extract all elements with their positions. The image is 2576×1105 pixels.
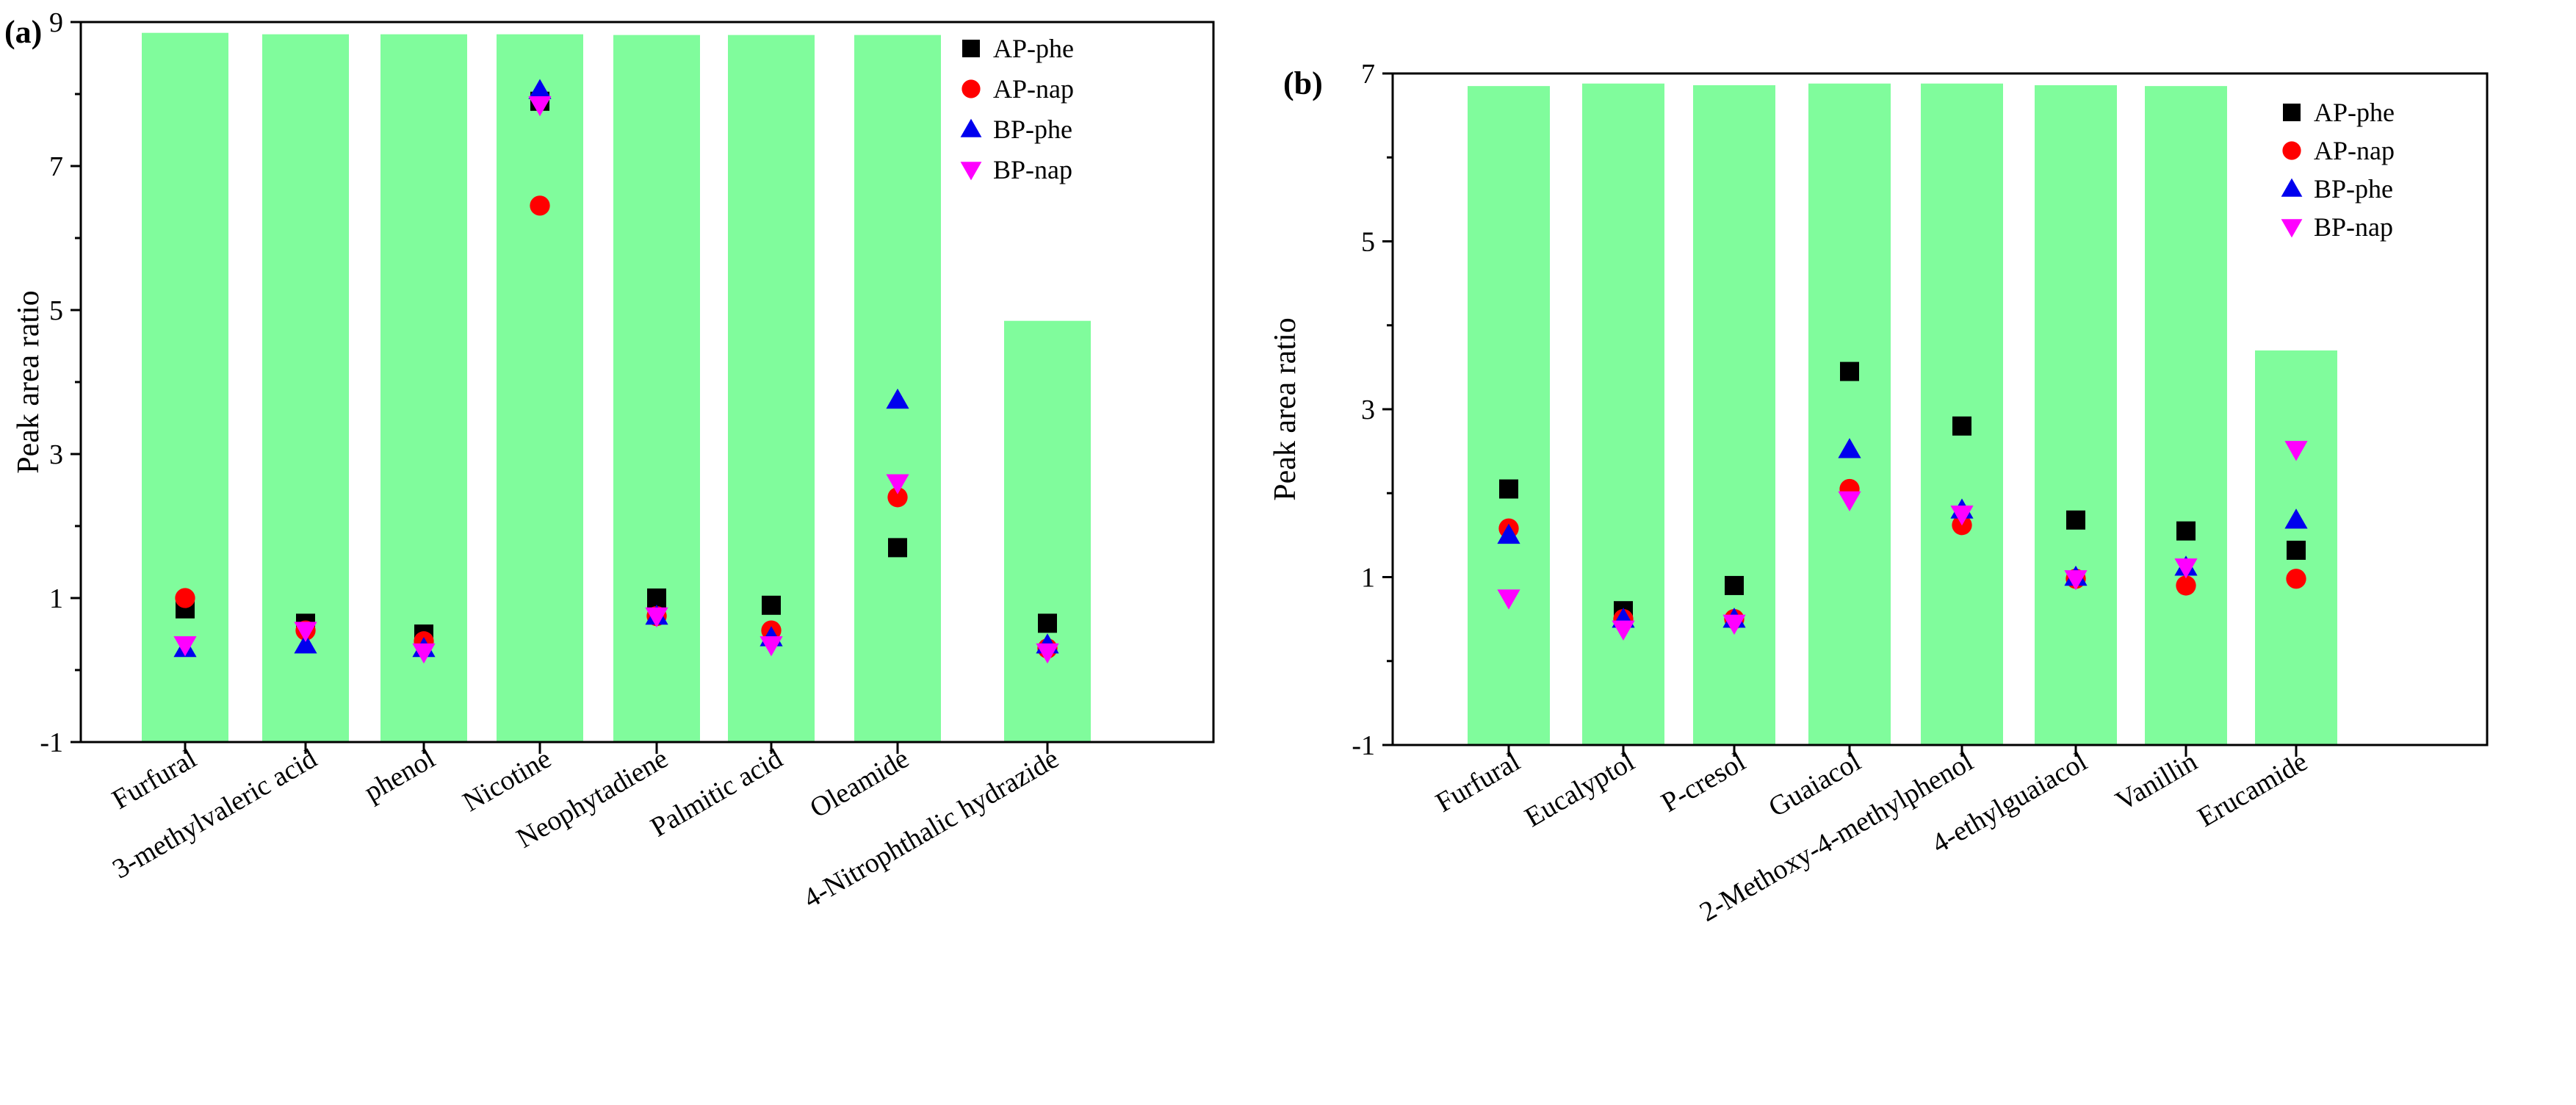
legend-label: AP-phe (2314, 98, 2395, 127)
marker-bp-phe (1838, 438, 1861, 458)
x-tick-label: Oleamide (805, 743, 914, 824)
marker-bp-nap (645, 607, 668, 628)
x-tick-label: Erucamide (2193, 746, 2313, 833)
bar-2-methoxy-4-methylphenol (1921, 83, 2003, 745)
marker-bp-nap (1722, 614, 1746, 635)
y-tick-label: 3 (1361, 395, 1375, 425)
legend: AP-phe AP-nap BP-phe BP-nap (960, 34, 1074, 184)
bar-guaiacol (1808, 83, 1891, 745)
x-tick-label: P-cresol (1656, 746, 1751, 818)
legend-label: BP-phe (2314, 174, 2393, 204)
bar-4-ethylguaiacol (2035, 84, 2117, 746)
marker-bp-phe (528, 79, 552, 99)
marker-bp-nap (2284, 441, 2308, 461)
marker-ap-phe (888, 538, 907, 558)
marker-ap-nap (2176, 575, 2196, 596)
y-tick-label: 9 (49, 7, 63, 38)
marker-bp-phe (1497, 523, 1520, 544)
panel-label: (b) (1283, 65, 1323, 101)
marker-bp-nap (1950, 505, 1974, 526)
marker-ap-phe (2066, 510, 2085, 530)
legend-marker-bp-phe (960, 118, 982, 137)
legend-marker-ap-nap (962, 79, 981, 98)
legend: AP-phe AP-nap BP-phe BP-nap (2281, 98, 2395, 242)
y-tick-label: 3 (49, 439, 63, 470)
bar-phenol (380, 34, 467, 743)
y-tick-label: 5 (49, 295, 63, 326)
marker-bp-phe (886, 388, 909, 409)
marker-ap-nap (530, 195, 550, 216)
y-tick-label: 7 (49, 151, 63, 182)
marker-ap-phe (647, 589, 666, 608)
marker-bp-nap (760, 636, 783, 657)
legend-marker-ap-nap (2282, 141, 2301, 160)
bar-oleamide (854, 35, 941, 742)
x-tick-label: phenol (359, 743, 441, 807)
panel-label: (a) (4, 14, 42, 50)
legend-label: BP-phe (993, 115, 1072, 144)
marker-ap-phe (1499, 479, 1518, 499)
marker-ap-phe (1038, 613, 1057, 633)
marker-ap-phe (1725, 575, 1744, 595)
marker-ap-nap (887, 487, 908, 508)
legend-marker-bp-phe (2281, 178, 2303, 197)
marker-ap-phe (2176, 521, 2196, 541)
x-tick-label: Furfural (1431, 746, 1526, 818)
marker-bp-nap (1612, 620, 1635, 641)
legend-label: BP-nap (2314, 212, 2393, 242)
marker-ap-phe (762, 595, 781, 615)
marker-ap-phe (1952, 416, 1971, 436)
x-tick-label: Vanillin (2110, 746, 2202, 817)
bar-nicotine (497, 34, 583, 743)
x-tick-label: 4-Nitrophthalic hydrazide (798, 743, 1064, 914)
legend-marker-bp-nap (960, 162, 982, 181)
marker-bp-nap (294, 622, 317, 642)
legend-label: BP-nap (993, 155, 1072, 184)
y-tick-label: -1 (1352, 730, 1375, 761)
marker-bp-nap (1838, 491, 1861, 511)
legend-label: AP-phe (993, 34, 1074, 63)
y-axis-title: Peak area ratio (1269, 317, 1302, 501)
marker-bp-nap (1036, 643, 1059, 664)
marker-bp-phe (2284, 508, 2308, 529)
marker-ap-phe (1840, 361, 1859, 381)
marker-ap-phe (2287, 540, 2306, 560)
marker-bp-nap (2174, 558, 2198, 579)
bar-vanillin (2145, 86, 2227, 745)
marker-bp-nap (412, 643, 436, 664)
bar-neophytadiene (613, 35, 700, 742)
x-tick-label: Furfural (107, 743, 202, 816)
legend-marker-bp-nap (2281, 219, 2303, 238)
x-tick-label: Eucalyptol (1520, 746, 1640, 833)
y-tick-label: 5 (1361, 227, 1375, 258)
bar-eucalyptol (1582, 83, 1664, 745)
bar-p-cresol (1693, 84, 1775, 746)
bar-furfural (1468, 86, 1550, 745)
marker-bp-nap (2064, 570, 2088, 591)
y-axis-title: Peak area ratio (12, 290, 46, 474)
x-tick-label: Palmitic acid (646, 743, 788, 843)
legend-label: AP-nap (993, 74, 1074, 104)
marker-ap-nap (175, 588, 195, 608)
marker-ap-nap (2286, 569, 2306, 589)
y-tick-label: 1 (49, 583, 63, 614)
x-tick-label: 3-methylvaleric acid (107, 743, 322, 885)
legend-marker-ap-phe (962, 40, 980, 57)
bar-furfural (142, 32, 228, 742)
bar-4-nitrophthalic-hydrazide (1004, 320, 1091, 742)
marker-bp-nap (1497, 589, 1520, 610)
marker-bp-nap (173, 636, 197, 657)
x-tick-label: Nicotine (458, 743, 556, 818)
y-tick-label: 1 (1361, 563, 1375, 594)
legend-label: AP-nap (2314, 136, 2395, 165)
y-tick-label: 7 (1361, 59, 1375, 90)
chart-panel-a: -1 1 3 5 7 9 Peak area ratio Furfural3-methylva… (4, 7, 1215, 915)
marker-bp-nap (886, 474, 909, 494)
marker-bp-phe (294, 633, 317, 654)
marker-bp-nap (528, 96, 552, 117)
y-tick-label: -1 (40, 727, 63, 758)
legend-marker-ap-phe (2283, 104, 2301, 121)
